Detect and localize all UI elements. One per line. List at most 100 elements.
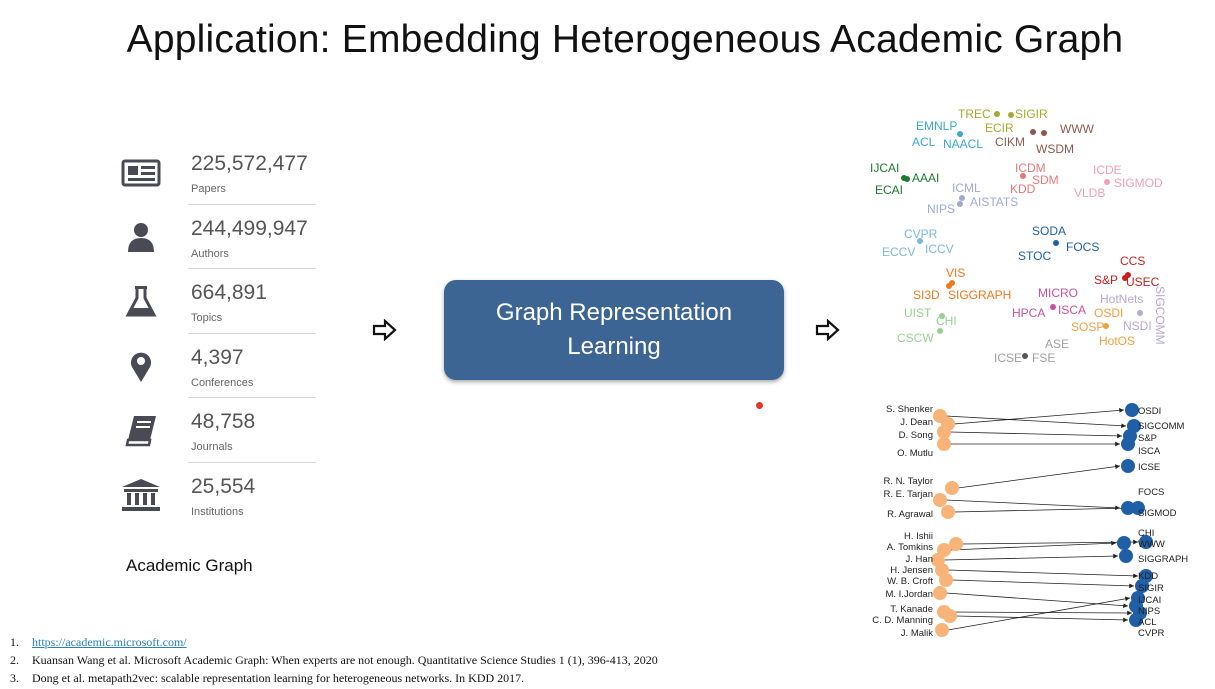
venue-dot xyxy=(957,131,963,137)
reference-item: 1. https://academic.microsoft.com/ xyxy=(10,635,187,649)
stat-label: Institutions xyxy=(191,505,244,518)
venue-dot xyxy=(959,195,965,201)
person-icon xyxy=(128,222,154,252)
box-line-2: Learning xyxy=(567,333,661,360)
author-label: H. Ishii xyxy=(904,531,933,542)
venue-label: SDM xyxy=(1032,173,1059,187)
location-pin-icon xyxy=(131,352,151,382)
venue-node-label: WWW xyxy=(1138,539,1165,550)
venue-label: ICSE xyxy=(994,351,1022,365)
venue-node xyxy=(1129,613,1143,627)
venue-label: STOC xyxy=(1018,249,1051,263)
venue-node-label: FOCS xyxy=(1138,487,1164,498)
stat-value: 48,758 xyxy=(191,410,256,434)
venue-label: SOSP xyxy=(1071,320,1104,334)
author-label: O. Mutlu xyxy=(897,448,933,459)
venue-label: HotNets xyxy=(1100,292,1143,306)
venue-label: CSCW xyxy=(897,331,934,345)
venue-dot xyxy=(994,111,1000,117)
reference-link[interactable]: https://academic.microsoft.com/ xyxy=(32,635,187,649)
venue-dot xyxy=(1008,112,1014,118)
stat-authors: 244,499,947 Authors xyxy=(116,205,316,270)
author-node xyxy=(937,437,951,451)
venue-label: EMNLP xyxy=(916,119,957,133)
venue-node-label: CHI xyxy=(1138,528,1154,539)
venue-label: ECCV xyxy=(882,245,915,259)
venue-dot xyxy=(1022,353,1028,359)
stat-value: 4,397 xyxy=(191,345,244,369)
venue-node-label: ICSE xyxy=(1138,462,1160,473)
venue-node xyxy=(1139,535,1153,549)
reference-item: 3. Dong et al. metapath2vec: scalable rep… xyxy=(10,671,525,685)
link-edge xyxy=(947,569,1139,579)
venue-node-label: NIPS xyxy=(1138,606,1160,617)
venue-node xyxy=(1121,459,1135,473)
venue-node-label: SIGMOD xyxy=(1138,508,1177,519)
author-label: D. Song xyxy=(899,430,933,441)
author-node xyxy=(943,609,957,623)
venue-dot xyxy=(1020,173,1026,179)
stat-value: 25,554 xyxy=(191,474,256,498)
author-label: H. Jensen xyxy=(890,565,933,576)
venue-dot xyxy=(1030,129,1036,135)
author-label: W. B. Croft xyxy=(887,576,933,587)
venue-dot xyxy=(957,201,963,207)
author-node xyxy=(941,505,955,519)
author-label: T. Kanade xyxy=(890,604,933,615)
author-node xyxy=(935,623,949,637)
venue-node-label: CVPR xyxy=(1138,628,1165,639)
venue-node xyxy=(1119,549,1133,563)
venue-node xyxy=(1121,501,1135,515)
link-edge xyxy=(949,431,1123,439)
link-edge xyxy=(943,553,1119,561)
venue-node-label: OSDI xyxy=(1138,406,1161,417)
slide-title: Application: Embedding Heterogeneous Aca… xyxy=(126,18,1124,61)
stat-label: Conferences xyxy=(191,376,254,389)
graph-representation-learning-box: Graph Representation Learning xyxy=(444,280,784,380)
venue-dot xyxy=(1122,275,1128,281)
author-label: J. Dean xyxy=(900,417,933,428)
venue-label: SIGGRAPH xyxy=(948,288,1011,302)
institution-icon xyxy=(122,478,160,511)
venue-label: NSDI xyxy=(1123,319,1152,333)
author-node xyxy=(939,573,953,587)
venue-label: TREC xyxy=(958,107,991,121)
venue-dot xyxy=(1053,240,1059,246)
venue-label: USEC xyxy=(1126,275,1160,289)
link-edge xyxy=(945,499,1121,511)
link-edge xyxy=(957,464,1121,489)
references: 1. https://academic.microsoft.com/ 2. Kuan… xyxy=(10,633,658,687)
venue-dot xyxy=(939,313,945,319)
author-node xyxy=(945,481,959,495)
link-edge xyxy=(955,615,1129,623)
link-edge xyxy=(953,505,1131,513)
academic-graph-caption: Academic Graph xyxy=(126,556,253,575)
stat-value: 225,572,477 xyxy=(191,152,308,175)
venue-dot xyxy=(904,176,910,182)
venue-label: CCS xyxy=(1120,254,1145,268)
venue-label: KDD xyxy=(1010,182,1036,196)
venue-node xyxy=(1131,501,1145,515)
venue-label: ICML xyxy=(952,181,981,195)
venue-node xyxy=(1125,403,1139,417)
venue-node-label: ISCA xyxy=(1138,446,1161,457)
venue-label: VLDB xyxy=(1074,186,1105,200)
venue-label: UIST xyxy=(904,306,932,320)
venue-label: S&P xyxy=(1094,273,1118,287)
venue-label: IJCAI xyxy=(870,161,899,175)
stat-value: 244,499,947 xyxy=(191,216,308,240)
venue-node-label: SIGCOMM xyxy=(1138,421,1185,432)
author-node xyxy=(937,425,951,439)
author-node xyxy=(949,537,963,551)
venue-dot xyxy=(1137,310,1143,316)
venue-label: OSDI xyxy=(1094,306,1123,320)
stat-conferences: 4,397 Conferences xyxy=(116,334,316,399)
venue-label: ICCV xyxy=(925,242,954,256)
venue-label: ISCA xyxy=(1058,303,1086,317)
venue-label: ASE xyxy=(1045,337,1069,351)
book-icon xyxy=(125,416,156,447)
link-edge xyxy=(949,610,1133,616)
stat-label: Journals xyxy=(191,441,233,454)
venue-label: SIGMOD xyxy=(1114,176,1163,190)
venue-label: ICDE xyxy=(1093,163,1122,177)
